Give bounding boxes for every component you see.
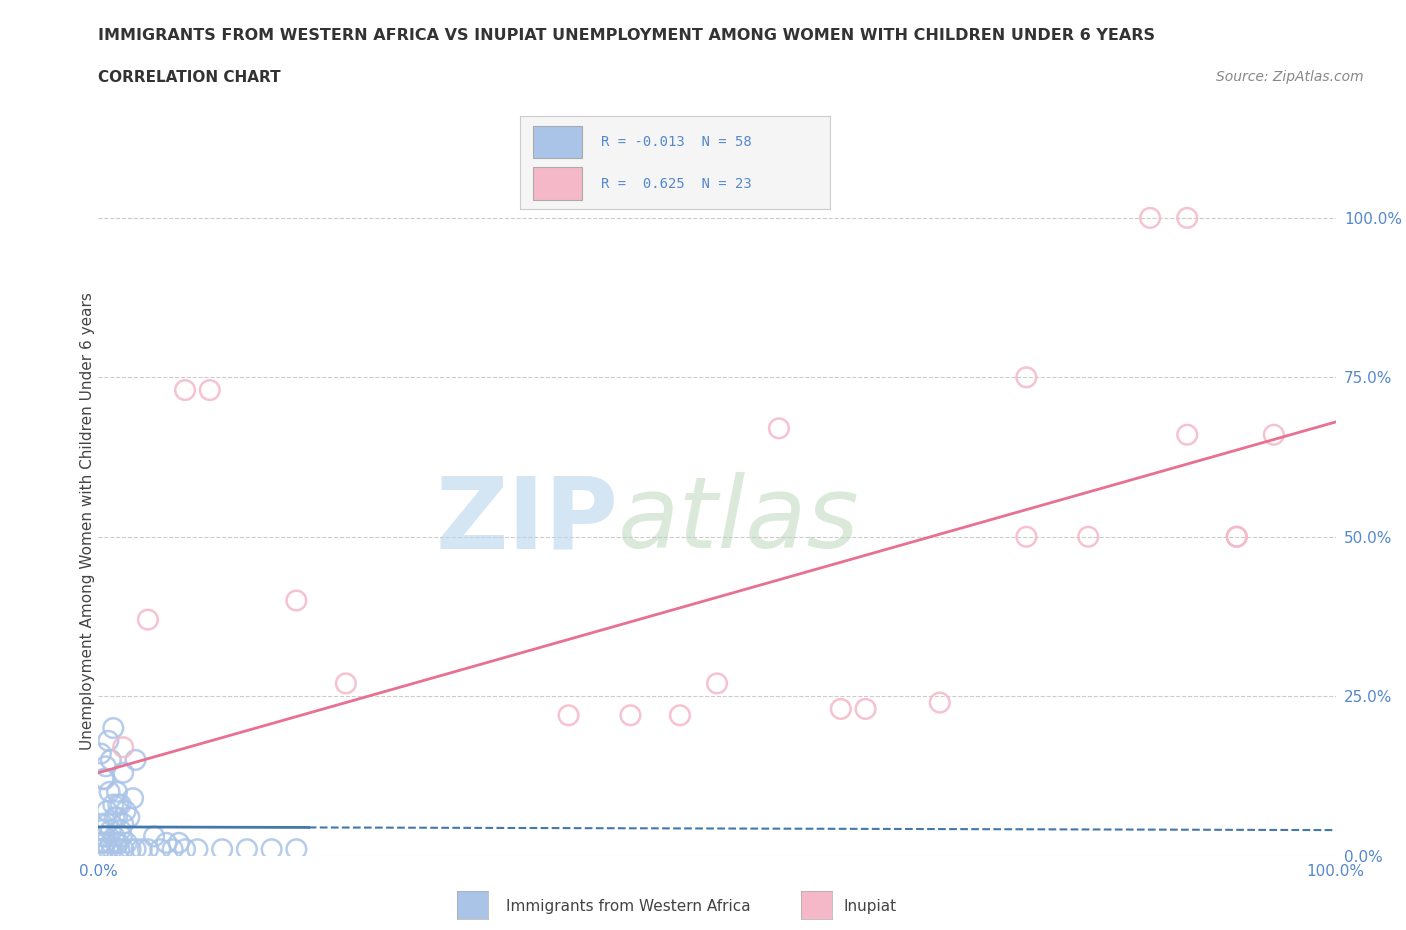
- Point: [669, 708, 692, 723]
- Point: [105, 784, 128, 799]
- Point: [115, 835, 138, 850]
- Point: [91, 823, 114, 838]
- Point: [122, 790, 145, 805]
- Point: [118, 810, 141, 825]
- Point: [103, 721, 125, 736]
- Point: [124, 752, 146, 767]
- Point: [101, 842, 124, 857]
- Point: [1015, 529, 1038, 544]
- Point: [136, 612, 159, 627]
- Point: [110, 797, 132, 812]
- Text: R = -0.013  N = 58: R = -0.013 N = 58: [600, 135, 751, 149]
- Point: [1139, 210, 1161, 225]
- Text: Immigrants from Western Africa: Immigrants from Western Africa: [506, 899, 751, 914]
- Point: [100, 835, 122, 850]
- Point: [167, 835, 190, 850]
- Point: [768, 421, 790, 436]
- Y-axis label: Unemployment Among Women with Children Under 6 years: Unemployment Among Women with Children U…: [80, 292, 94, 750]
- Point: [1226, 529, 1249, 544]
- Point: [162, 842, 184, 857]
- Point: [107, 835, 129, 850]
- Text: ZIP: ZIP: [436, 472, 619, 569]
- Point: [131, 842, 153, 857]
- Point: [94, 835, 117, 850]
- Point: [619, 708, 641, 723]
- Point: [97, 842, 120, 857]
- Text: R =  0.625  N = 23: R = 0.625 N = 23: [600, 177, 751, 191]
- Point: [93, 829, 115, 844]
- Point: [108, 842, 131, 857]
- Point: [285, 842, 308, 857]
- Point: [103, 829, 125, 844]
- Text: atlas: atlas: [619, 472, 859, 569]
- Text: Inupiat: Inupiat: [844, 899, 897, 914]
- Point: [335, 676, 357, 691]
- Point: [236, 842, 259, 857]
- Point: [97, 734, 120, 749]
- Point: [90, 746, 112, 761]
- Point: [103, 810, 125, 825]
- Point: [174, 382, 197, 397]
- Point: [1226, 529, 1249, 544]
- Point: [112, 842, 135, 857]
- Point: [1175, 210, 1198, 225]
- Point: [136, 842, 159, 857]
- Point: [149, 842, 172, 857]
- Point: [111, 829, 134, 844]
- Point: [1175, 427, 1198, 442]
- Text: IMMIGRANTS FROM WESTERN AFRICA VS INUPIAT UNEMPLOYMENT AMONG WOMEN WITH CHILDREN: IMMIGRANTS FROM WESTERN AFRICA VS INUPIA…: [98, 28, 1156, 43]
- Point: [100, 752, 122, 767]
- Point: [120, 842, 142, 857]
- Point: [90, 835, 112, 850]
- Point: [94, 759, 117, 774]
- Point: [124, 842, 146, 857]
- Point: [89, 842, 111, 857]
- Point: [107, 797, 129, 812]
- Bar: [533, 126, 582, 158]
- Point: [93, 842, 115, 857]
- Point: [110, 823, 132, 838]
- Point: [1015, 370, 1038, 385]
- Point: [112, 817, 135, 831]
- Point: [93, 829, 115, 844]
- Point: [285, 593, 308, 608]
- Point: [198, 382, 221, 397]
- Point: [93, 772, 115, 787]
- Text: Source: ZipAtlas.com: Source: ZipAtlas.com: [1216, 70, 1364, 84]
- Point: [112, 765, 135, 780]
- Point: [928, 695, 950, 710]
- Point: [1077, 529, 1099, 544]
- Point: [174, 842, 197, 857]
- Point: [186, 842, 208, 857]
- Point: [830, 701, 852, 716]
- Point: [93, 772, 115, 787]
- Bar: [533, 167, 582, 200]
- Point: [260, 842, 283, 857]
- Point: [1263, 427, 1285, 442]
- Point: [96, 817, 118, 831]
- Point: [706, 676, 728, 691]
- Point: [211, 842, 233, 857]
- Point: [143, 829, 166, 844]
- Point: [90, 835, 112, 850]
- Point: [100, 823, 122, 838]
- Point: [104, 835, 127, 850]
- Point: [105, 810, 128, 825]
- Point: [855, 701, 877, 716]
- Point: [103, 797, 125, 812]
- Point: [96, 804, 118, 818]
- Point: [112, 739, 135, 754]
- Point: [155, 835, 177, 850]
- Point: [557, 708, 579, 723]
- Text: CORRELATION CHART: CORRELATION CHART: [98, 70, 281, 85]
- Point: [98, 784, 121, 799]
- Point: [91, 817, 114, 831]
- Point: [114, 804, 136, 818]
